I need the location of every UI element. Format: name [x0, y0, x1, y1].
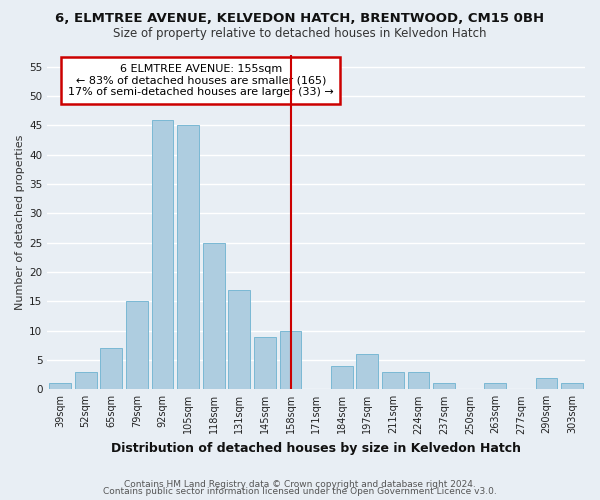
Text: Size of property relative to detached houses in Kelvedon Hatch: Size of property relative to detached ho… [113, 28, 487, 40]
Bar [433, 384, 455, 390]
Bar [49, 384, 71, 390]
Bar [100, 348, 122, 390]
Bar [382, 372, 404, 390]
Bar [331, 366, 353, 390]
Bar [229, 290, 250, 390]
Bar [484, 384, 506, 390]
Bar [126, 302, 148, 390]
Text: 6, ELMTREE AVENUE, KELVEDON HATCH, BRENTWOOD, CM15 0BH: 6, ELMTREE AVENUE, KELVEDON HATCH, BRENT… [55, 12, 545, 26]
Text: Contains HM Land Registry data © Crown copyright and database right 2024.: Contains HM Land Registry data © Crown c… [124, 480, 476, 489]
Bar [203, 242, 224, 390]
X-axis label: Distribution of detached houses by size in Kelvedon Hatch: Distribution of detached houses by size … [111, 442, 521, 455]
Bar [562, 384, 583, 390]
Text: 6 ELMTREE AVENUE: 155sqm
← 83% of detached houses are smaller (165)
17% of semi-: 6 ELMTREE AVENUE: 155sqm ← 83% of detach… [68, 64, 334, 97]
Bar [407, 372, 430, 390]
Bar [356, 354, 378, 390]
Text: Contains public sector information licensed under the Open Government Licence v3: Contains public sector information licen… [103, 488, 497, 496]
Y-axis label: Number of detached properties: Number of detached properties [15, 134, 25, 310]
Bar [177, 126, 199, 390]
Bar [152, 120, 173, 390]
Bar [254, 336, 276, 390]
Bar [75, 372, 97, 390]
Bar [280, 330, 301, 390]
Bar [536, 378, 557, 390]
